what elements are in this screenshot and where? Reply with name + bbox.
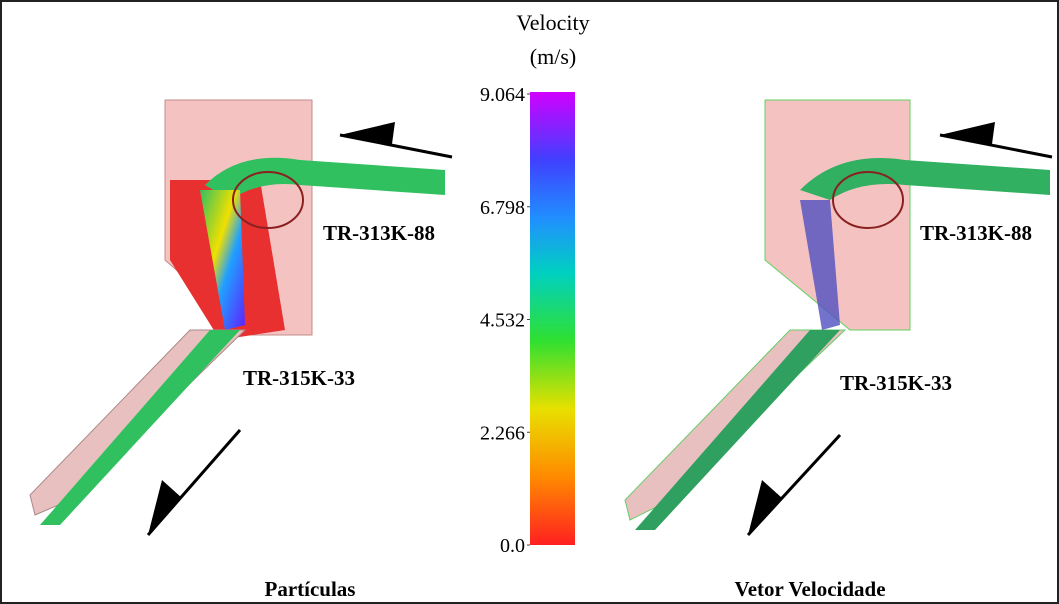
colorbar-unit: (m/s) — [530, 44, 576, 69]
equipment-label: TR-313K-88 — [323, 221, 435, 245]
colorbar-tick-label: 6.798 — [480, 197, 525, 219]
figure: Velocity (m/s) TR-313K-88 TR-315K-33 Par… — [0, 0, 1059, 604]
colorbar-tick-label: 9.064 — [480, 84, 525, 106]
page: Velocity (m/s) TR-313K-88 TR-315K-33 Par… — [0, 0, 1059, 604]
colorbar — [530, 92, 575, 545]
equipment-label: TR-313K-88 — [920, 221, 1032, 245]
colorbar-title: Velocity — [516, 10, 589, 35]
colorbar-tick-label: 2.266 — [480, 422, 525, 444]
equipment-label: TR-315K-33 — [243, 366, 355, 390]
colorbar-tick-label: 0.0 — [500, 535, 525, 557]
panel-caption: Vetor Velocidade — [734, 577, 885, 601]
colorbar-tick-label: 4.532 — [480, 310, 525, 332]
equipment-label: TR-315K-33 — [840, 371, 952, 395]
panel-caption: Partículas — [265, 577, 356, 601]
